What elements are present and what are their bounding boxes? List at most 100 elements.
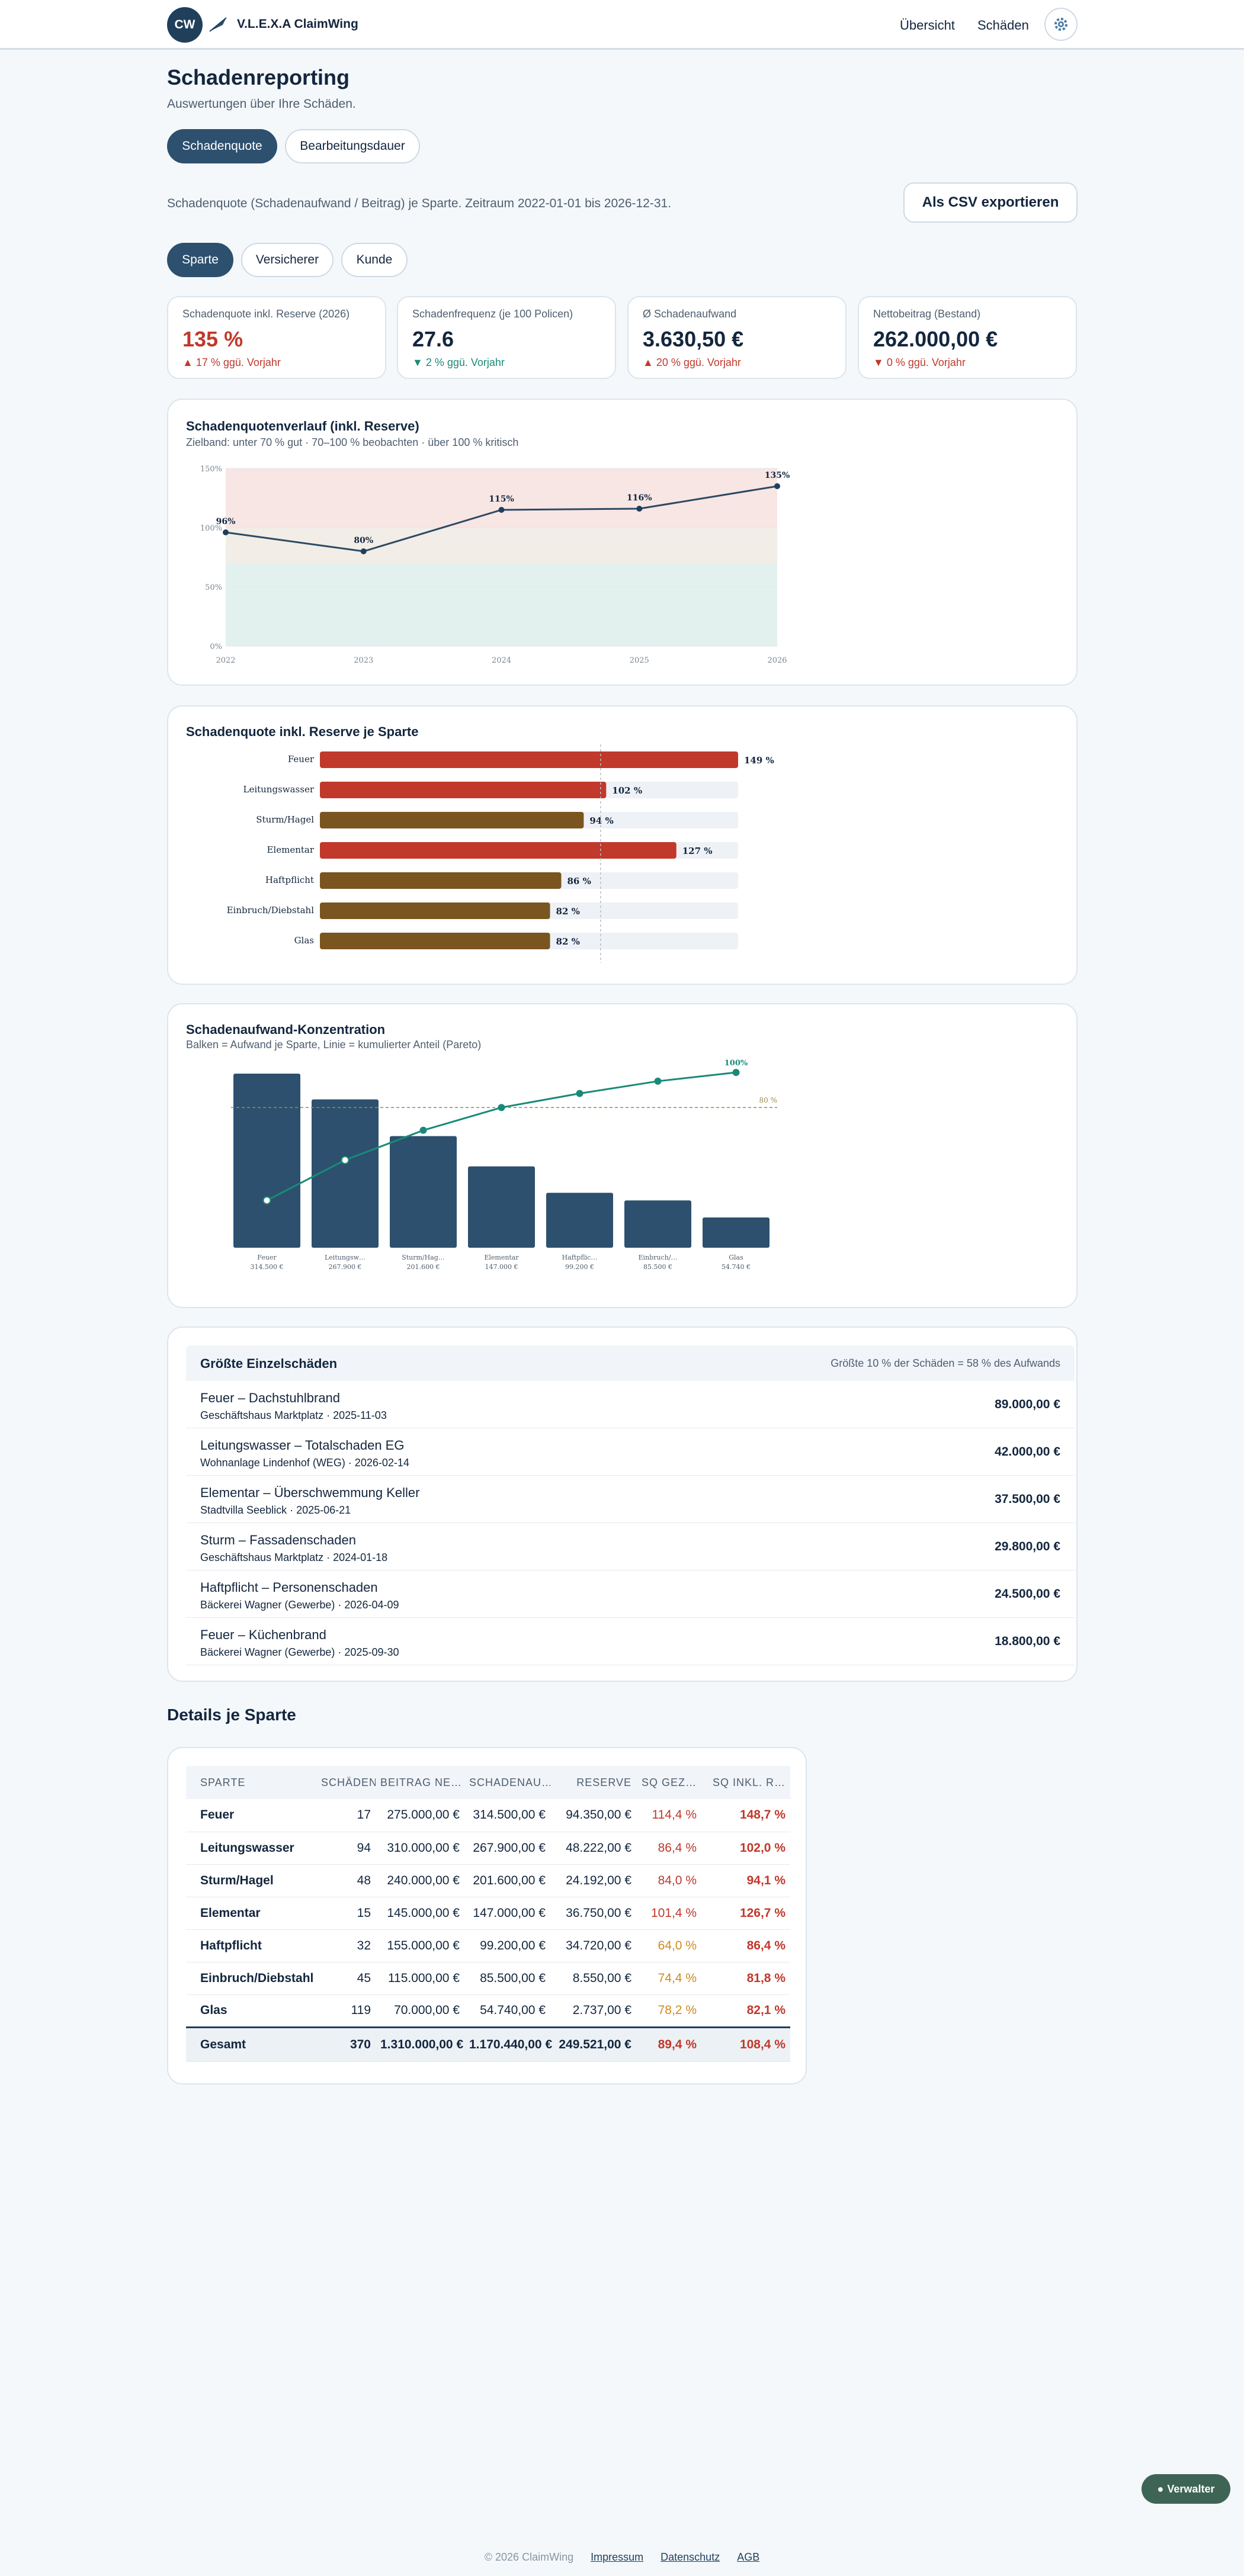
nav-link-schaeden[interactable]: Schäden — [977, 18, 1029, 33]
value-label: 82 % — [556, 936, 580, 947]
details-section-title: Details je Sparte — [167, 1705, 296, 1724]
claim-amount: 89.000,00 € — [995, 1398, 1060, 1411]
kpi-label: Schadenquote inkl. Reserve (2026) — [182, 308, 350, 320]
category-label: Elementar — [267, 844, 314, 855]
largest-claims-card: Größte Einzelschäden Größte 10 % der Sch… — [167, 1326, 1078, 1682]
claim-amount: 24.500,00 € — [995, 1587, 1060, 1601]
category-label: Leitungswasser — [243, 784, 314, 795]
bar — [312, 1099, 379, 1248]
value-label: 102 % — [612, 785, 642, 796]
nav-link-uebersicht[interactable]: Übersicht — [900, 18, 955, 33]
column-header[interactable]: BEITRAG NE… — [376, 1766, 464, 1799]
claim-row[interactable]: Sturm – Fassadenschaden Geschäftshaus Mar… — [186, 1523, 1075, 1570]
chart-title: Schadenquote inkl. Reserve je Sparte — [186, 724, 419, 739]
claim-amount: 37.500,00 € — [995, 1492, 1060, 1506]
kpi-change: ▼ 2 % ggü. Vorjahr — [412, 356, 505, 368]
settings-button[interactable] — [1044, 8, 1078, 41]
claim-meta: Bäckerei Wagner (Gewerbe) · 2025-09-30 — [200, 1646, 399, 1658]
value-label: 267.900 € — [329, 1263, 362, 1271]
y-tick-label: 150% — [200, 465, 222, 474]
export-csv-button[interactable]: Als CSV exportieren — [903, 182, 1078, 223]
group-tab-versicherer[interactable]: Versicherer — [241, 243, 334, 277]
footer-link-impressum[interactable]: Impressum — [591, 2551, 644, 2563]
value-label: 94 % — [589, 815, 613, 826]
claim-row[interactable]: Haftpflicht – Personenschaden Bäckerei Wa… — [186, 1570, 1075, 1618]
table-cell: 17 — [316, 1799, 376, 1832]
bar — [624, 1200, 691, 1248]
top-navigation-bar: CW V.L.E.X.A ClaimWing Übersicht Schäden — [0, 0, 1244, 50]
bar — [320, 933, 550, 949]
claim-meta: Wohnanlage Lindenhof (WEG) · 2026-02-14 — [200, 1457, 409, 1469]
column-header[interactable]: SQ GEZ… — [636, 1766, 701, 1799]
column-header[interactable]: RESERVE — [550, 1766, 636, 1799]
table-cell: 201.600,00 € — [464, 1864, 550, 1897]
tab-schadenquote[interactable]: Schadenquote — [167, 129, 277, 163]
table-cell: 86,4 % — [701, 1929, 790, 1962]
table-total-row: Gesamt 370 1.310.000,00 €1.170.440,00 €249… — [186, 2026, 790, 2062]
x-tick-label: 2023 — [354, 656, 373, 665]
claim-row[interactable]: Elementar – Überschwemmung Keller Stadtvi… — [186, 1476, 1075, 1523]
target-band — [226, 563, 777, 646]
column-header[interactable]: SCHADENAU… — [464, 1766, 550, 1799]
bar — [320, 782, 607, 798]
claim-row[interactable]: Feuer – Dachstuhlbrand Geschäftshaus Mark… — [186, 1381, 1075, 1428]
reference-label: 80 % — [759, 1096, 778, 1104]
tab-bearbeitungsdauer[interactable]: Bearbeitungsdauer — [285, 129, 420, 163]
table-cell: 81,8 % — [701, 1962, 790, 1995]
group-tab-kunde[interactable]: Kunde — [341, 243, 408, 277]
table-cell: 267.900,00 € — [464, 1832, 550, 1865]
claim-row[interactable]: Feuer – Küchenbrand Bäckerei Wagner (Gewe… — [186, 1618, 1075, 1665]
table-cell: 86,4 % — [636, 1832, 701, 1865]
value-label: 127 % — [682, 846, 713, 856]
x-tick-label: 2024 — [492, 656, 511, 665]
data-point — [774, 483, 780, 489]
value-label: 147.000 € — [485, 1263, 518, 1271]
category-label: Feuer — [288, 754, 315, 765]
value-label: 99.200 € — [565, 1263, 594, 1271]
bar — [390, 1136, 457, 1248]
table-row: Sturm/Hagel 48 240.000,00 €201.600,00 €24.… — [186, 1864, 790, 1897]
y-tick-label: 0% — [210, 643, 222, 651]
largest-claims-title: Größte Einzelschäden — [200, 1356, 338, 1371]
table-cell: Feuer — [186, 1799, 316, 1832]
value-label: 54.740 € — [722, 1263, 751, 1271]
footer-link-agb[interactable]: AGB — [737, 2551, 760, 2563]
kpi-card-schadenaufwand: Ø Schadenaufwand 3.630,50 € ▲ 20 % ggü. … — [627, 296, 847, 379]
kpi-value: 262.000,00 € — [873, 327, 998, 351]
bar — [320, 812, 584, 828]
table-cell: 78,2 % — [636, 1994, 701, 2028]
total-cell: 89,4 % — [636, 2026, 701, 2062]
table-cell: 126,7 % — [701, 1897, 790, 1930]
data-label: 96% — [216, 517, 236, 526]
bar — [546, 1193, 613, 1248]
category-label: Leitungsw… — [325, 1254, 365, 1261]
footer-link-datenschutz[interactable]: Datenschutz — [661, 2551, 720, 2563]
table-cell: 15 — [316, 1897, 376, 1930]
brand-name[interactable]: V.L.E.X.A ClaimWing — [237, 17, 358, 31]
category-label: Einbruch/… — [639, 1254, 678, 1261]
table-cell: 8.550,00 € — [550, 1962, 636, 1995]
chart-subtitle: Zielband: unter 70 % gut · 70–100 % beob… — [186, 436, 519, 448]
data-label: 116% — [627, 493, 652, 503]
claim-row[interactable]: Leitungswasser – Totalschaden EG Wohnanla… — [186, 1428, 1075, 1476]
footer: © 2026 ClaimWing Impressum Datenschutz A… — [0, 2551, 1244, 2564]
table-cell: 34.720,00 € — [550, 1929, 636, 1962]
role-switch-button[interactable]: ● Verwalter — [1142, 2474, 1230, 2504]
table-cell: 145.000,00 € — [376, 1897, 464, 1930]
group-tab-sparte[interactable]: Sparte — [167, 243, 233, 277]
kpi-change: ▲ 20 % ggü. Vorjahr — [643, 356, 741, 368]
claim-meta: Bäckerei Wagner (Gewerbe) · 2026-04-09 — [200, 1599, 399, 1611]
table-row: Feuer 17 275.000,00 €314.500,00 €94.350,00… — [186, 1799, 790, 1832]
logo-badge[interactable]: CW — [167, 7, 203, 43]
category-label: Glas — [294, 935, 314, 946]
table-cell: Sturm/Hagel — [186, 1864, 316, 1897]
column-header[interactable]: SPARTE — [186, 1766, 316, 1799]
largest-claims-header: Größte Einzelschäden Größte 10 % der Sch… — [186, 1345, 1075, 1381]
page-title: Schadenreporting — [167, 65, 350, 89]
total-cell: 108,4 % — [701, 2026, 790, 2062]
kpi-label: Ø Schadenaufwand — [643, 308, 737, 320]
kpi-value: 27.6 — [412, 327, 454, 351]
column-header[interactable]: SCHÄDEN — [316, 1766, 376, 1799]
claim-meta: Stadtvilla Seeblick · 2025-06-21 — [200, 1504, 351, 1516]
column-header[interactable]: SQ INKL. R… — [701, 1766, 790, 1799]
